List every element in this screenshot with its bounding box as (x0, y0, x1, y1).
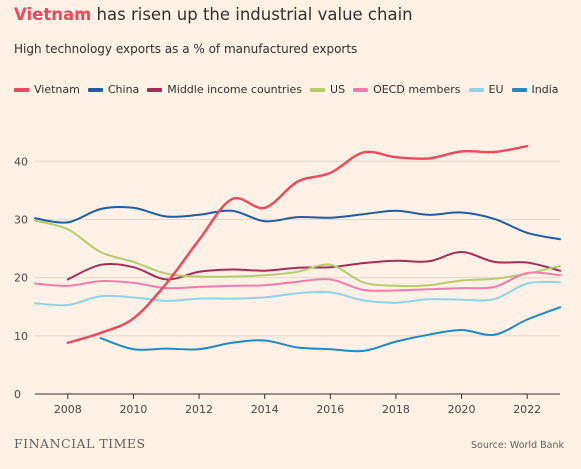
x-tick-label-2020: 2020 (448, 403, 476, 416)
legend-swatch-china (87, 87, 103, 92)
legend-item-middle-income-countries: Middle income countries (147, 83, 302, 96)
legend-swatch-oecd-members (353, 87, 369, 92)
y-tick-label-10: 10 (14, 330, 28, 343)
legend-item-china: China (87, 83, 140, 96)
series-line-us (34, 219, 561, 288)
legend-item-eu: EU (468, 83, 504, 96)
legend-swatch-india (511, 87, 527, 92)
chart-title: Vietnam has risen up the industrial valu… (14, 5, 413, 24)
y-tick-label-40: 40 (14, 155, 28, 168)
ft-logo: FINANCIAL TIMES (14, 436, 146, 451)
legend: Vietnam China Middle income countries US OEC… (14, 83, 567, 96)
y-tick-label-0: 0 (14, 388, 21, 401)
legend-label-oecd-members: OECD members (373, 83, 461, 96)
legend-item-india: India (511, 83, 559, 96)
series-line-eu (34, 280, 561, 307)
source-note: Source: World Bank (471, 440, 564, 451)
x-tick-label-2018: 2018 (382, 403, 410, 416)
x-tick-label-2010: 2010 (119, 403, 147, 416)
legend-label-india: India (531, 83, 559, 96)
legend-label-middle-income-countries: Middle income countries (167, 83, 303, 96)
legend-item-vietnam: Vietnam (14, 83, 80, 96)
legend-swatch-vietnam (14, 87, 29, 92)
x-tick-label-2022: 2022 (513, 403, 541, 416)
legend-label-eu: EU (488, 83, 504, 96)
x-tick-label-2008: 2008 (54, 403, 82, 416)
series-line-oecd-members (34, 271, 561, 292)
title-rest: has risen up the industrial value chain (91, 5, 413, 24)
legend-label-vietnam: Vietnam (34, 83, 80, 96)
x-tick-label-2012: 2012 (185, 403, 213, 416)
chart-subtitle: High technology exports as a % of manufa… (14, 42, 358, 56)
title-highlight: Vietnam (14, 5, 92, 24)
legend-swatch-us (310, 87, 326, 92)
legend-label-china: China (107, 83, 140, 96)
series-line-india (99, 306, 561, 353)
legend-swatch-middle-income-countries (147, 87, 163, 92)
legend-label-us: US (330, 83, 346, 96)
y-tick-label-30: 30 (14, 213, 28, 226)
series-line-vietnam (66, 144, 529, 344)
x-tick-label-2016: 2016 (316, 403, 344, 416)
legend-item-oecd-members: OECD members (353, 83, 461, 96)
x-tick-label-2014: 2014 (251, 403, 279, 416)
y-tick-label-20: 20 (14, 272, 28, 285)
legend-item-us: US (310, 83, 345, 96)
series-line-china (34, 206, 561, 241)
legend-swatch-eu (468, 87, 484, 92)
